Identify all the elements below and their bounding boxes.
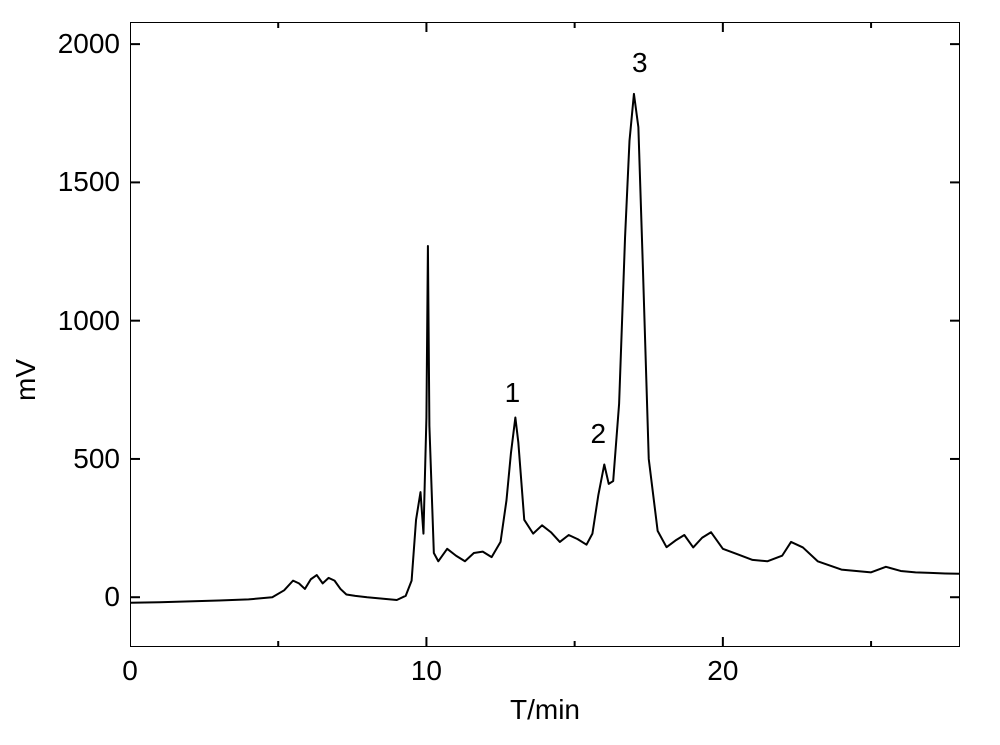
y-tick-label: 1500 [58,166,120,198]
y-tick-label: 2000 [58,28,120,60]
x-tick-label: 10 [411,655,442,687]
x-tick-label: 0 [122,655,138,687]
y-tick-label: 1000 [58,305,120,337]
plot-area [130,22,960,647]
y-axis-label: mV [10,359,42,401]
peak-label: 3 [632,47,648,79]
x-axis-label: T/min [510,694,580,726]
y-tick-label: 0 [104,581,120,613]
x-tick-label: 20 [707,655,738,687]
peak-label: 2 [591,418,607,450]
peak-label: 1 [505,377,521,409]
y-tick-label: 500 [73,443,120,475]
plot-svg [130,22,960,647]
chromatogram-chart: T/min mV 0 10 20 0 500 1000 1500 2000 1 2 3 [0,0,1000,745]
